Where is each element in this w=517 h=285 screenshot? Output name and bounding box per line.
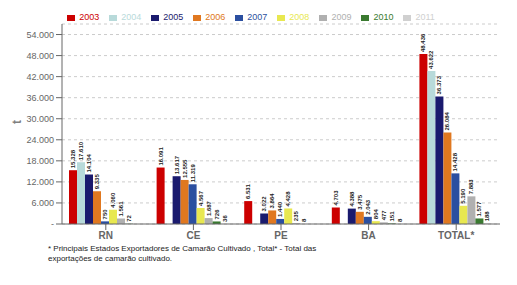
svg-text:17.610: 17.610 [78,141,84,160]
svg-text:6.000: 6.000 [31,198,54,208]
svg-text:30.000: 30.000 [26,114,54,124]
svg-text:54.000: 54.000 [26,30,54,40]
svg-text:8: 8 [301,218,307,222]
svg-text:235: 235 [293,211,299,222]
svg-text:42.000: 42.000 [26,72,54,82]
svg-text:36: 36 [222,215,228,222]
svg-text:151: 151 [389,211,395,222]
svg-text:36.373: 36.373 [436,75,442,94]
svg-text:188: 188 [484,211,490,222]
html-text:2009: 2009 [331,12,352,22]
svg-text:5.190: 5.190 [460,188,466,204]
svg-text:12.000: 12.000 [26,177,54,187]
svg-text:43.622: 43.622 [428,50,434,69]
html-text:2007: 2007 [247,12,268,22]
svg-text:CE: CE [186,230,200,241]
html-text:2010: 2010 [373,12,394,22]
html-text:2003: 2003 [79,12,100,22]
svg-text:477: 477 [381,210,387,221]
svg-text:36.000: 36.000 [26,93,54,103]
svg-text:3.022: 3.022 [261,196,267,212]
svg-text:26.084: 26.084 [444,111,450,130]
svg-text:804: 804 [373,209,379,220]
svg-text:72: 72 [126,214,132,221]
svg-text:t: t [10,120,24,124]
svg-text:13.617: 13.617 [174,155,180,174]
svg-text:1.577: 1.577 [476,201,482,217]
svg-text:14.104: 14.104 [86,153,92,172]
html-text:* Principais Estados Exportado: * Principais Estados Exportadores de Cam… [48,244,317,263]
svg-text:4.060: 4.060 [110,192,116,208]
svg-text:750: 750 [102,209,108,220]
svg-text:PE: PE [274,230,288,241]
svg-text:1.440: 1.440 [277,201,283,217]
svg-text:4.703: 4.703 [333,190,339,206]
svg-text:9.335: 9.335 [94,174,100,190]
svg-text:4.567: 4.567 [198,190,204,206]
svg-text:15.328: 15.328 [70,149,76,168]
svg-text:16.091: 16.091 [158,147,164,166]
svg-text:3.864: 3.864 [269,193,275,209]
html-text:2005: 2005 [163,12,184,22]
svg-text:12.555: 12.555 [182,159,188,178]
svg-text:1.561: 1.561 [118,201,124,217]
svg-text:8: 8 [397,218,403,222]
svg-text:24.000: 24.000 [26,135,54,145]
svg-text:BA: BA [361,230,375,241]
svg-text:48.000: 48.000 [26,51,54,61]
html-text:2008: 2008 [289,12,310,22]
svg-text:-: - [51,219,54,229]
svg-text:7.883: 7.883 [468,179,474,195]
svg-text:3.475: 3.475 [357,194,363,210]
html-text:2011: 2011 [415,12,435,22]
svg-text:RN: RN [99,230,113,241]
svg-text:4.388: 4.388 [349,191,355,207]
svg-text:4.428: 4.428 [285,191,291,207]
html-text:2004: 2004 [121,12,142,22]
svg-text:11.319: 11.319 [190,164,196,183]
svg-text:726: 726 [214,209,220,220]
svg-text:48.436: 48.436 [420,33,426,52]
svg-text:TOTAL*: TOTAL* [438,230,474,241]
svg-text:18.000: 18.000 [26,156,54,166]
svg-text:14.428: 14.428 [452,152,458,171]
svg-text:6.531: 6.531 [245,183,251,199]
svg-text:2.043: 2.043 [365,199,371,215]
svg-text:1.687: 1.687 [206,200,212,216]
html-text:2006: 2006 [205,12,226,22]
